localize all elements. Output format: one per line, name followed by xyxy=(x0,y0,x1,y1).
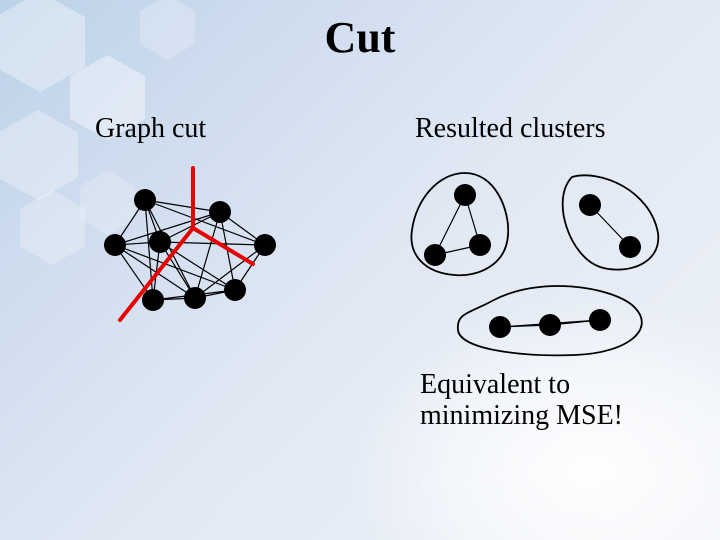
graph-node xyxy=(224,279,246,301)
graph-node xyxy=(254,234,276,256)
label-resulted-clusters: Resulted clusters xyxy=(415,113,606,145)
graph-node xyxy=(579,194,601,216)
graph-node xyxy=(454,184,476,206)
caption-line2: minimizing MSE! xyxy=(420,400,623,431)
graph-node xyxy=(142,289,164,311)
label-graph-cut: Graph cut xyxy=(95,113,206,145)
graph-node xyxy=(469,234,491,256)
graph-node xyxy=(489,316,511,338)
caption-line1: Equivalent to xyxy=(420,369,570,400)
cluster-boundary xyxy=(563,175,659,269)
graph-node xyxy=(184,287,206,309)
graph-edge xyxy=(145,200,220,212)
graph-node xyxy=(134,189,156,211)
graph-edge xyxy=(160,242,265,245)
graph-node xyxy=(539,314,561,336)
cut-line xyxy=(193,228,253,264)
graph-node xyxy=(149,231,171,253)
graph-node xyxy=(104,234,126,256)
graph-node xyxy=(424,244,446,266)
graph-node xyxy=(209,201,231,223)
graph-node xyxy=(619,236,641,258)
page-title: Cut xyxy=(0,12,720,63)
graph-edge xyxy=(195,212,220,298)
graph-node xyxy=(589,309,611,331)
caption-mse: Equivalent to minimizing MSE! xyxy=(420,370,623,432)
resulted-clusters-diagram xyxy=(400,155,680,375)
graph-cut-diagram xyxy=(85,160,305,340)
